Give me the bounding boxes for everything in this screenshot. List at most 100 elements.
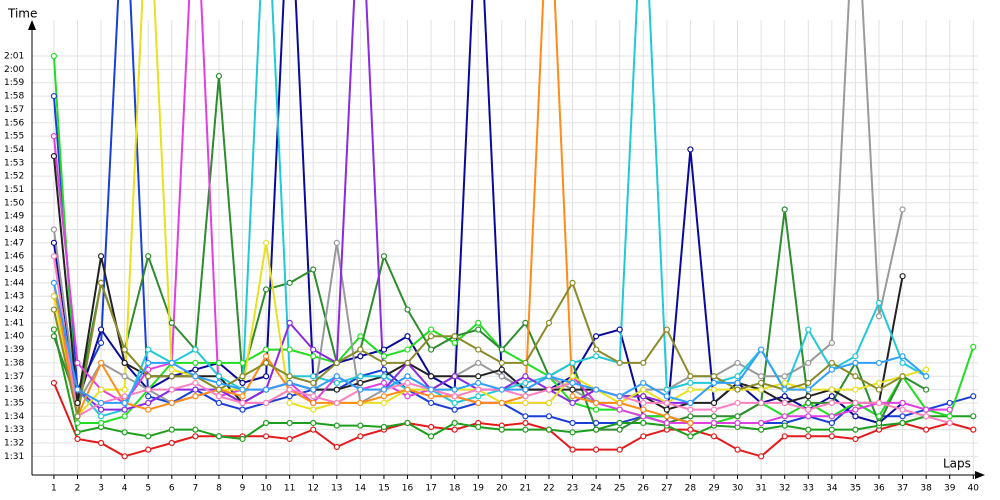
lap-point — [498, 366, 505, 373]
lap-point — [899, 419, 906, 427]
lap-point — [310, 399, 317, 407]
series-line — [52, 0, 974, 425]
lap-point — [475, 373, 482, 380]
lap-point — [640, 359, 647, 367]
lap-point — [451, 399, 458, 407]
lap-point — [569, 373, 576, 380]
lap-point — [333, 239, 340, 246]
lap-point — [616, 406, 623, 413]
lap-point — [286, 279, 293, 286]
x-tick-label: 8 — [216, 484, 222, 494]
lap-point — [357, 399, 364, 407]
lap-point — [758, 379, 765, 387]
lap-point — [357, 333, 364, 340]
lap-point — [899, 359, 906, 367]
lap-point — [781, 379, 788, 387]
lap-point — [710, 433, 718, 440]
lap-point — [168, 399, 175, 407]
lap-point — [687, 146, 694, 153]
lap-point — [50, 52, 58, 60]
lap-point — [805, 433, 812, 440]
lap-point — [145, 406, 152, 413]
lap-point — [333, 422, 340, 429]
x-tick-label: 9 — [240, 484, 246, 494]
lap-point — [687, 373, 694, 380]
lap-point — [616, 399, 623, 407]
lap-point — [569, 399, 576, 407]
lap-point — [239, 406, 246, 413]
y-tick-label: 1:32 — [4, 438, 24, 448]
lap-point — [451, 393, 458, 400]
lap-point — [215, 373, 223, 380]
lap-point — [805, 426, 812, 433]
lap-point — [593, 426, 600, 433]
lap-point — [380, 399, 388, 407]
lap-point — [828, 399, 835, 407]
x-tick-label: 40 — [968, 484, 980, 494]
lap-point — [262, 386, 270, 393]
lap-point — [427, 393, 435, 400]
lap-point — [97, 439, 105, 447]
lap-point — [404, 379, 411, 387]
lap-point — [781, 413, 788, 420]
lap-point — [97, 279, 105, 286]
lap-point — [687, 379, 694, 387]
lap-point — [899, 413, 906, 420]
lap-point — [168, 319, 175, 326]
lap-point — [357, 353, 364, 360]
lap-point — [545, 426, 553, 433]
lap-point — [310, 266, 317, 273]
lap-point — [687, 399, 694, 407]
series-line — [52, 0, 927, 418]
lap-point — [828, 393, 835, 400]
lap-point — [145, 433, 152, 440]
x-tick-label: 18 — [449, 484, 461, 494]
lap-point — [498, 426, 505, 433]
lap-point — [640, 406, 647, 413]
lap-point — [74, 435, 81, 443]
lap-point — [145, 346, 152, 353]
lap-point — [781, 399, 788, 407]
lap-point — [663, 419, 670, 427]
lap-point — [545, 413, 553, 420]
x-tick-label: 26 — [638, 484, 650, 494]
lap-point — [828, 426, 835, 433]
lap-point — [569, 386, 576, 393]
x-tick-label: 11 — [284, 484, 295, 494]
lap-point — [286, 399, 293, 407]
lap-point — [192, 366, 199, 373]
lap-point — [404, 333, 411, 340]
lap-point — [50, 279, 58, 286]
lap-point — [262, 286, 270, 293]
lap-point — [404, 359, 411, 367]
lap-point — [310, 393, 317, 400]
y-tick-label: 1:35 — [4, 398, 24, 408]
lap-point — [286, 379, 293, 387]
y-tick-label: 2:01 — [4, 52, 24, 62]
lap-point — [970, 413, 977, 420]
lap-point — [875, 313, 883, 320]
lap-point — [404, 306, 411, 313]
lap-point — [310, 353, 317, 360]
lap-point — [192, 373, 199, 380]
lap-point — [781, 386, 788, 393]
lap-point — [357, 373, 364, 380]
lap-point — [875, 299, 883, 306]
y-tick-label: 1:40 — [4, 332, 24, 342]
lap-point — [239, 359, 246, 367]
x-tick-label: 28 — [685, 484, 697, 494]
y-tick-label: 1:55 — [4, 132, 24, 142]
lap-point — [899, 206, 906, 213]
lap-point — [404, 373, 411, 380]
lap-point — [593, 419, 600, 427]
lap-point — [451, 426, 458, 433]
lap-point — [828, 386, 835, 393]
lap-point — [710, 419, 718, 427]
y-tick-label: 1:52 — [4, 172, 24, 182]
lap-point — [687, 426, 694, 433]
lap-point — [805, 413, 812, 420]
y-tick-label: 1:41 — [4, 318, 24, 328]
lap-point — [50, 306, 58, 313]
y-tick-label: 2:00 — [4, 65, 24, 75]
